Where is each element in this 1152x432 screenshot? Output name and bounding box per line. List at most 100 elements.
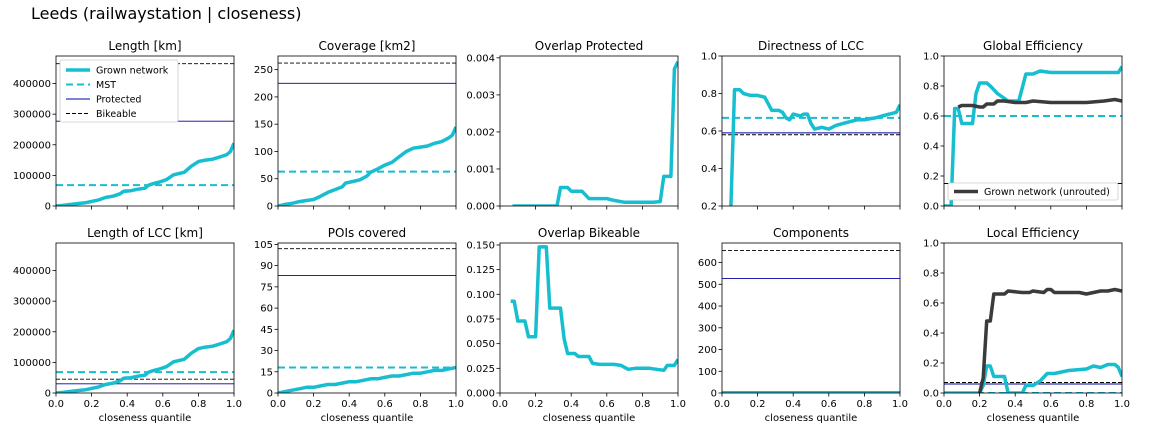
x-tick-label: 1.0 [448,399,464,410]
y-tick-label: 300000 [13,297,51,308]
y-tick-label: 100 [254,147,273,158]
plot-area [722,88,900,206]
x-tick-label: 0.0 [936,399,952,410]
series-grown-network [510,245,678,373]
subplot-title: Length [km] [108,39,181,53]
x-tick-label: 0.0 [270,399,286,410]
subplot-2: Coverage [km2] 0 50 100 150 200 250 [254,39,457,213]
x-tick-label: 0.2 [84,399,100,410]
y-tick-label: 0 [45,389,51,400]
subplot-8: Overlap Bikeable 0.0 0.2 0.4 0.6 0.8 1.0 closen… [466,226,686,424]
y-tick-label: 0.004 [466,53,495,64]
axes-frame [55,55,235,207]
x-tick-label: 0.6 [599,399,615,410]
subplot-1: Length [km] 0 100000 200000 300000 400000 Grow… [13,39,235,213]
plot-area [510,245,678,373]
x-tick-label: 0.0 [714,399,730,410]
plot-area [944,287,1122,393]
y-tick-label: 0.8 [923,82,939,93]
figure-title: Leeds (railwaystation | closeness) [31,4,302,23]
y-tick-label: 30 [260,346,273,357]
y-tick-label: 150 [254,120,273,131]
y-tick-label: 100000 [13,358,51,369]
y-tick-label: 200000 [13,140,51,151]
subplot-title: POIs covered [328,226,406,240]
x-tick-label: 0.6 [155,399,171,410]
subplot-title: Local Efficiency [987,226,1080,240]
x-tick-label: 0.6 [1043,399,1059,410]
subplot-title: Directness of LCC [758,39,864,53]
subplot-6: Length of LCC [km] 0.0 0.2 0.4 0.6 0.8 1.0 clos… [13,226,242,424]
y-tick-label: 0.2 [923,359,939,370]
series-grown-network-unrouted [977,287,1122,393]
y-tick-label: 90 [260,261,273,272]
y-tick-label: 0.6 [701,127,717,138]
y-tick-label: 200 [698,345,717,356]
subplot-title: Global Efficiency [983,39,1083,53]
axes-frame [55,242,235,394]
y-tick-label: 0.001 [466,164,495,175]
legend-label: Protected [96,95,141,106]
axes-frame [943,242,1123,394]
x-tick-label: 0.6 [377,399,393,410]
legend-label: Grown network [96,66,169,77]
legend-box [59,59,179,123]
series-grown-network [278,365,456,393]
subplot-title: Overlap Bikeable [538,226,640,240]
y-tick-label: 0 [711,389,717,400]
y-tick-label: 0.2 [923,172,939,183]
axes-frame [499,242,679,394]
legend-box [947,182,1119,201]
y-tick-label: 15 [260,367,273,378]
y-tick-label: 0.125 [466,265,495,276]
axes-frame [943,55,1123,207]
y-tick-label: 45 [260,325,273,336]
y-tick-label: 100 [698,367,717,378]
y-tick-label: 105 [254,240,273,251]
x-axis-label: closeness quantile [543,413,636,424]
series-grown-network [512,60,678,206]
y-tick-label: 60 [260,304,273,315]
y-tick-label: 300000 [13,110,51,121]
x-tick-label: 0.4 [785,399,801,410]
subplot-title: Coverage [km2] [319,39,416,53]
y-tick-label: 100000 [13,171,51,182]
x-tick-label: 0.4 [563,399,579,410]
y-tick-label: 0.4 [923,142,939,153]
y-tick-label: 0.0 [923,389,939,400]
y-tick-label: 0.075 [466,314,495,325]
y-tick-label: 0.003 [466,90,495,101]
x-tick-label: 0.8 [1078,399,1094,410]
x-axis-label: closeness quantile [321,413,414,424]
x-tick-label: 0.4 [1007,399,1023,410]
y-tick-label: 0.2 [701,202,717,213]
y-tick-label: 250 [254,65,273,76]
plot-area [278,62,456,206]
y-tick-label: 600 [698,258,717,269]
subplot-3: Overlap Protected 0.000 0.001 0.002 0.003 0.0… [466,39,679,213]
subplot-9: Components 0.0 0.2 0.4 0.6 0.8 1.0 closeness qu… [698,226,908,424]
axes-frame [499,55,679,207]
axes-frame [277,242,457,394]
x-tick-label: 0.2 [528,399,544,410]
legend: Grown network (unrouted) [947,182,1119,201]
series-grown-network [944,362,1122,393]
y-tick-label: 1.0 [923,52,939,63]
y-tick-label: 200 [254,92,273,103]
x-tick-label: 0.0 [492,399,508,410]
y-tick-label: 0.100 [466,290,495,301]
series-grown-network [278,126,456,206]
legend-label: MST [96,80,116,91]
x-tick-label: 0.2 [306,399,322,410]
y-tick-label: 0.4 [923,329,939,340]
x-tick-label: 0.4 [341,399,357,410]
plot-area [722,250,900,393]
y-tick-label: 1.0 [923,239,939,250]
x-tick-label: 0.6 [821,399,837,410]
y-tick-label: 0.6 [923,299,939,310]
y-tick-label: 0.000 [466,202,495,213]
series-grown-network-unrouted [957,97,1122,109]
y-tick-label: 1.0 [701,52,717,63]
